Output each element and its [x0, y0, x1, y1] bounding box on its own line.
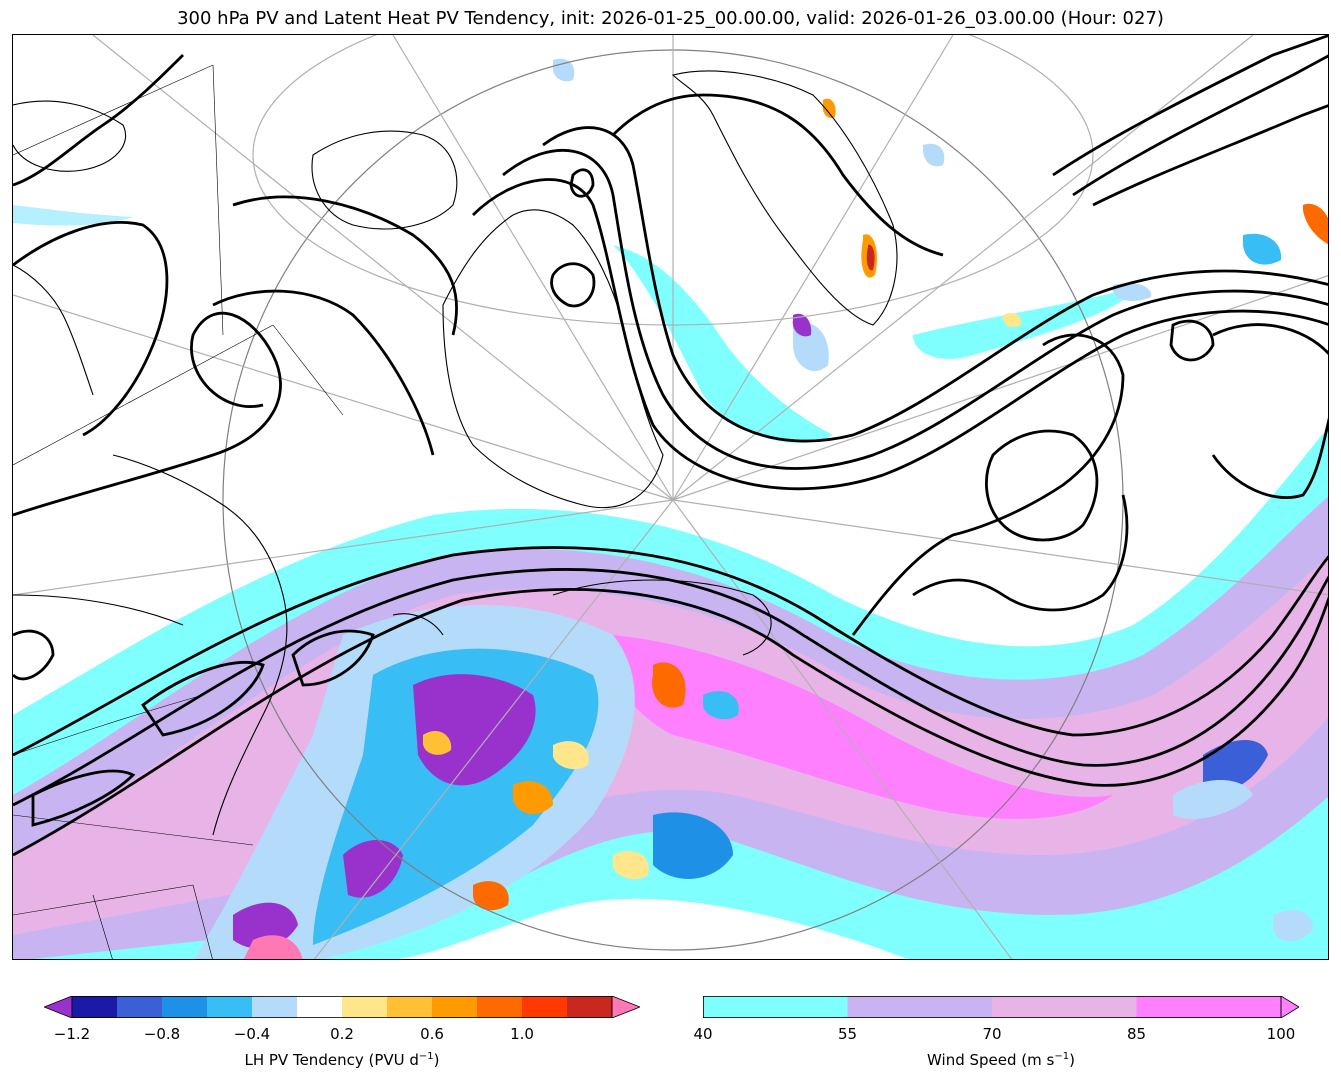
lh-tick-label: −0.4 [233, 1025, 271, 1043]
lh-swatch [567, 996, 613, 1018]
map-title: 300 hPa PV and Latent Heat PV Tendency, … [177, 8, 1164, 29]
wind-swatch [992, 996, 1137, 1018]
wind-colorbar-swatches [703, 995, 1300, 1019]
wind-colorbar [703, 995, 1300, 1019]
lh-tick-label: −1.2 [53, 1025, 91, 1043]
pv-contours [13, 35, 1328, 857]
lh-swatch [432, 996, 478, 1018]
lh-tick-label: 1.0 [510, 1025, 534, 1043]
lh-colorbar [42, 995, 642, 1019]
lh-swatch [387, 996, 433, 1018]
wind-band-85 [611, 635, 1113, 819]
borders [13, 64, 344, 959]
lh-tick-label: −0.8 [143, 1025, 181, 1043]
wind-colorbar-frame [703, 996, 1282, 1019]
wind-swatch-max [1280, 995, 1300, 1019]
coastlines [13, 70, 898, 836]
wind-patch-east [913, 285, 1143, 359]
lh-tick-label: 0.6 [420, 1025, 444, 1043]
wind-label-text: Wind Speed (m s [927, 1051, 1055, 1069]
wind-swatch [847, 996, 993, 1018]
wind-tick-label: 100 [1266, 1025, 1296, 1043]
lh-swatch [477, 996, 523, 1018]
lh-swatch [162, 996, 208, 1018]
lh-tick-label: 0.2 [330, 1025, 354, 1043]
wind-label-sup: −1 [1054, 1051, 1070, 1062]
lh-label-text: LH PV Tendency (PVU d [244, 1051, 419, 1069]
lh-colorbar-label: LH PV Tendency (PVU d−1) [44, 1051, 640, 1069]
map-canvas [13, 35, 1328, 959]
map-panel [12, 34, 1329, 960]
lh-swatch [297, 996, 343, 1018]
lh-colorbar-swatches [42, 995, 642, 1019]
wind-patch-north [613, 245, 833, 443]
lh-swatch [117, 996, 163, 1018]
lh-swatch [522, 996, 568, 1018]
lh-swatch-min [42, 995, 73, 1019]
lh-label-end: ) [433, 1051, 440, 1069]
wind-tick-label: 55 [837, 1025, 858, 1043]
lh-swatch-max [611, 995, 642, 1019]
wind-patch-west [13, 205, 133, 226]
lh-swatch [207, 996, 253, 1018]
wind-tick-label: 70 [982, 1025, 1002, 1043]
lh-colorbar-frame [71, 996, 613, 1019]
wind-colorbar-label: Wind Speed (m s−1) [703, 1051, 1299, 1069]
lh-swatch [252, 996, 298, 1018]
lh-swatch [72, 996, 118, 1018]
wind-tick-label: 40 [693, 1025, 713, 1043]
wind-label-end: ) [1069, 1051, 1075, 1069]
lh-tendency-field [194, 58, 1328, 959]
wind-swatch [703, 996, 848, 1018]
wind-tick-label: 85 [1126, 1025, 1147, 1043]
wind-swatch [1136, 996, 1282, 1018]
lh-label-sup: −1 [418, 1051, 434, 1062]
lh-swatch [342, 996, 388, 1018]
